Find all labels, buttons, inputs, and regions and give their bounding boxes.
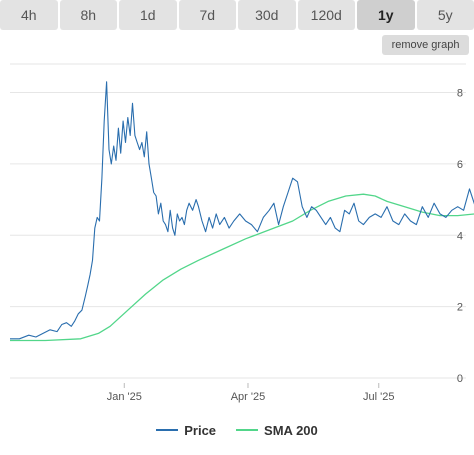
legend-label-price: Price <box>184 422 217 438</box>
sma-200-series-line <box>10 193 474 342</box>
legend-swatch-sma-200 <box>236 429 259 431</box>
y-axis-ticks: 0 2 4 6 8 <box>457 88 463 385</box>
x-tick-label: Jan '25 <box>107 391 142 403</box>
legend-label-sma-200: SMA 200 <box>264 422 318 438</box>
legend-item-price[interactable]: Price <box>156 423 216 438</box>
remove-graph-button[interactable]: remove graph <box>382 35 469 55</box>
tab-120d[interactable]: 120d <box>297 0 355 30</box>
x-tick-label: Apr '25 <box>231 391 266 403</box>
legend-swatch-price <box>156 429 179 431</box>
tab-1y[interactable]: 1y <box>357 0 415 30</box>
y-tick-label: 2 <box>457 302 463 314</box>
tab-4h[interactable]: 4h <box>0 0 58 30</box>
y-tick-label: 0 <box>457 373 463 385</box>
legend-item-sma-200[interactable]: SMA 200 <box>236 423 318 438</box>
tab-7d[interactable]: 7d <box>178 0 236 30</box>
range-tabs: 4h 8h 1d 7d 30d 120d 1y 5y <box>0 0 474 30</box>
tab-5y[interactable]: 5y <box>416 0 474 30</box>
series-lines <box>10 81 474 342</box>
price-series-line <box>10 81 474 340</box>
y-tick-label: 6 <box>457 159 463 171</box>
y-tick-label: 8 <box>457 88 463 100</box>
y-tick-label: 4 <box>457 230 463 242</box>
tab-1d[interactable]: 1d <box>119 0 177 30</box>
x-tick-label: Jul '25 <box>363 391 394 403</box>
chart-legend: Price SMA 200 <box>0 420 474 440</box>
tab-8h[interactable]: 8h <box>59 0 117 30</box>
gridlines <box>10 63 466 379</box>
tab-30d[interactable]: 30d <box>238 0 296 30</box>
